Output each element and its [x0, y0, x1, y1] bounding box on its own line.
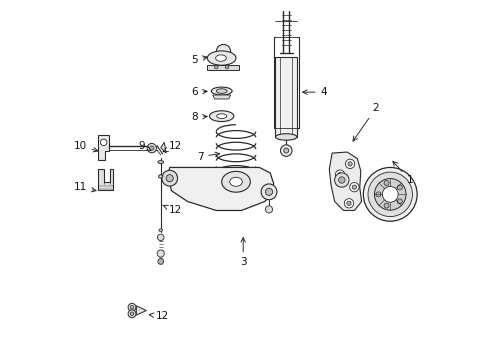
Polygon shape — [213, 95, 231, 99]
Circle shape — [157, 250, 164, 257]
Circle shape — [347, 201, 351, 206]
Polygon shape — [161, 142, 166, 153]
Circle shape — [128, 310, 136, 318]
Polygon shape — [207, 64, 239, 69]
Circle shape — [225, 65, 229, 69]
Circle shape — [348, 162, 352, 166]
Circle shape — [335, 170, 344, 179]
Text: 7: 7 — [197, 152, 220, 162]
Text: 5: 5 — [192, 55, 207, 65]
Circle shape — [216, 44, 231, 59]
Text: 12: 12 — [163, 141, 182, 152]
Text: 12: 12 — [149, 311, 169, 321]
Circle shape — [130, 306, 134, 309]
Circle shape — [147, 143, 156, 153]
Circle shape — [130, 312, 134, 316]
Ellipse shape — [159, 175, 163, 178]
Polygon shape — [136, 306, 147, 315]
Circle shape — [339, 177, 345, 183]
Circle shape — [344, 199, 354, 208]
Ellipse shape — [211, 87, 232, 95]
Circle shape — [215, 65, 218, 69]
Circle shape — [284, 148, 289, 153]
Circle shape — [335, 173, 349, 187]
Polygon shape — [275, 57, 297, 137]
Circle shape — [266, 206, 272, 213]
Ellipse shape — [207, 51, 236, 65]
Circle shape — [261, 184, 277, 200]
Circle shape — [364, 167, 417, 221]
Ellipse shape — [159, 229, 163, 231]
Circle shape — [128, 303, 136, 311]
Polygon shape — [168, 167, 274, 211]
Ellipse shape — [158, 161, 164, 163]
Ellipse shape — [275, 134, 297, 140]
Text: 12: 12 — [163, 205, 182, 216]
Circle shape — [350, 183, 359, 192]
Circle shape — [368, 172, 413, 217]
Text: 1: 1 — [393, 161, 413, 185]
Text: 8: 8 — [192, 112, 207, 122]
Circle shape — [352, 185, 357, 189]
Circle shape — [162, 170, 177, 186]
Circle shape — [382, 186, 398, 202]
Circle shape — [374, 179, 406, 210]
Circle shape — [397, 199, 402, 204]
Circle shape — [397, 185, 402, 190]
Circle shape — [384, 203, 389, 208]
Circle shape — [266, 188, 272, 195]
Circle shape — [158, 258, 164, 264]
Circle shape — [166, 175, 173, 182]
Text: 4: 4 — [303, 87, 327, 97]
Ellipse shape — [216, 89, 227, 93]
Circle shape — [280, 145, 292, 156]
Text: 3: 3 — [240, 238, 246, 267]
Polygon shape — [98, 169, 113, 190]
Ellipse shape — [216, 55, 226, 61]
Ellipse shape — [221, 171, 250, 192]
Ellipse shape — [210, 111, 234, 122]
Polygon shape — [98, 135, 109, 160]
Circle shape — [376, 192, 381, 197]
Circle shape — [100, 139, 107, 145]
Circle shape — [345, 159, 355, 168]
Text: 10: 10 — [74, 141, 98, 152]
Ellipse shape — [230, 177, 243, 186]
Ellipse shape — [217, 114, 227, 118]
Text: 9: 9 — [139, 141, 151, 151]
Text: 6: 6 — [192, 87, 207, 97]
Circle shape — [338, 172, 342, 177]
Polygon shape — [329, 152, 362, 211]
Circle shape — [149, 146, 154, 150]
Circle shape — [384, 181, 389, 186]
Circle shape — [157, 234, 164, 240]
Text: 2: 2 — [353, 103, 379, 141]
Text: 11: 11 — [74, 182, 96, 192]
